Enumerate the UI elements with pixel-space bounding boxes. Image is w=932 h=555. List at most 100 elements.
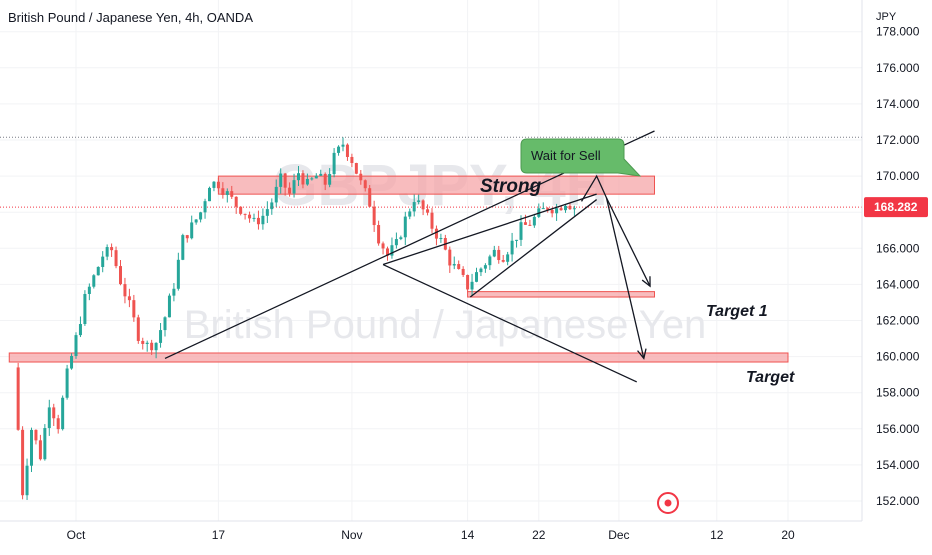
candle-body: [439, 238, 443, 240]
candle-body: [96, 266, 100, 276]
candle-body: [21, 429, 25, 496]
y-tick-label: 156.000: [876, 422, 920, 436]
candle-body: [101, 256, 105, 267]
candle-body: [56, 418, 60, 430]
candle-body: [448, 249, 452, 266]
candle-body: [457, 264, 461, 269]
candle-body: [261, 215, 265, 225]
candle-body: [310, 178, 314, 180]
candle-body: [123, 284, 127, 297]
candle-body: [386, 248, 389, 256]
y-tick-label: 154.000: [876, 458, 920, 472]
candle-body: [506, 254, 510, 262]
trendline-upper-channel: [382, 193, 597, 266]
x-tick-label: Dec: [608, 528, 629, 542]
candles: [16, 137, 576, 500]
candle-body: [412, 202, 416, 212]
candle-body: [541, 208, 545, 210]
x-tick-label: 14: [461, 528, 475, 542]
candle-body: [532, 216, 536, 226]
y-tick-label: 158.000: [876, 386, 920, 400]
trendlines[interactable]: [164, 130, 655, 383]
candle-body: [297, 173, 300, 181]
candle-body: [256, 217, 260, 225]
y-tick-label: 166.000: [876, 241, 920, 255]
candle-body: [305, 178, 309, 185]
candle-body: [225, 191, 229, 195]
candle-body: [488, 256, 492, 266]
candle-body: [483, 265, 487, 269]
candle-body: [417, 200, 421, 203]
candle-body: [145, 342, 149, 344]
candle-body: [501, 260, 505, 262]
replay-icon[interactable]: [657, 492, 679, 514]
x-tick-label: 12: [710, 528, 724, 542]
candle-body: [337, 146, 341, 153]
last-price-marker: 168.282: [864, 197, 928, 218]
candle-body: [452, 264, 456, 266]
y-tick-label: 170.000: [876, 169, 920, 183]
candle-body: [350, 156, 354, 164]
candle-body: [119, 266, 122, 285]
candle-body: [159, 330, 163, 343]
candle-body: [461, 268, 465, 275]
candle-body: [332, 152, 336, 175]
x-tick-label: Oct: [67, 528, 86, 542]
candle-body: [47, 407, 51, 429]
candle-body: [127, 296, 131, 301]
candle-body: [319, 173, 323, 176]
candle-body: [150, 342, 154, 351]
candle-body: [288, 187, 292, 194]
y-tick-label: 164.000: [876, 277, 920, 291]
candle-body: [341, 144, 345, 147]
candle-body: [52, 407, 56, 419]
candle-body: [30, 429, 33, 466]
candle-body: [190, 222, 194, 239]
candle-body: [38, 440, 42, 460]
candle-body: [475, 272, 478, 282]
y-tick-label: 162.000: [876, 314, 920, 328]
candle-body: [181, 235, 185, 260]
candle-body: [194, 219, 198, 223]
annotations: Wait for Sell Strong Target 1 Target: [480, 138, 795, 386]
candle-body: [279, 173, 283, 187]
x-tick-label: 20: [781, 528, 795, 542]
candle-body: [141, 340, 145, 344]
candle-body: [515, 239, 519, 241]
candle-body: [363, 180, 367, 189]
candle-body: [426, 209, 430, 213]
candle-body: [381, 243, 385, 249]
projection-second-arrowhead: [637, 348, 647, 360]
candle-body: [314, 175, 318, 179]
candle-body: [572, 208, 576, 210]
last-price-box: [864, 197, 928, 218]
candle-body: [479, 268, 483, 273]
candle-body: [87, 286, 91, 294]
candle-body: [61, 397, 65, 430]
candle-body: [377, 225, 381, 244]
candle-body: [274, 186, 278, 203]
candle-body: [105, 247, 109, 257]
candle-body: [301, 173, 305, 185]
candle-body: [270, 202, 274, 210]
candle-body: [167, 295, 171, 318]
target-label: Target: [746, 369, 795, 386]
candle-body: [408, 211, 412, 217]
candle-body: [172, 288, 176, 296]
candle-body: [185, 235, 189, 239]
y-tick-label: 174.000: [876, 97, 920, 111]
candle-body: [78, 324, 82, 336]
axes: JPY 152.000 154.000 156.000 158.000 160.000 1…: [0, 0, 920, 542]
candle-body: [163, 317, 167, 331]
strong-label: Strong: [480, 176, 542, 197]
candle-body: [283, 173, 287, 188]
candle-body: [568, 205, 572, 210]
candle-body: [555, 208, 559, 214]
grid: [0, 0, 862, 521]
candle-body: [372, 206, 376, 226]
candle-body: [83, 293, 87, 325]
candle-body: [323, 173, 327, 185]
candle-body: [132, 300, 136, 318]
